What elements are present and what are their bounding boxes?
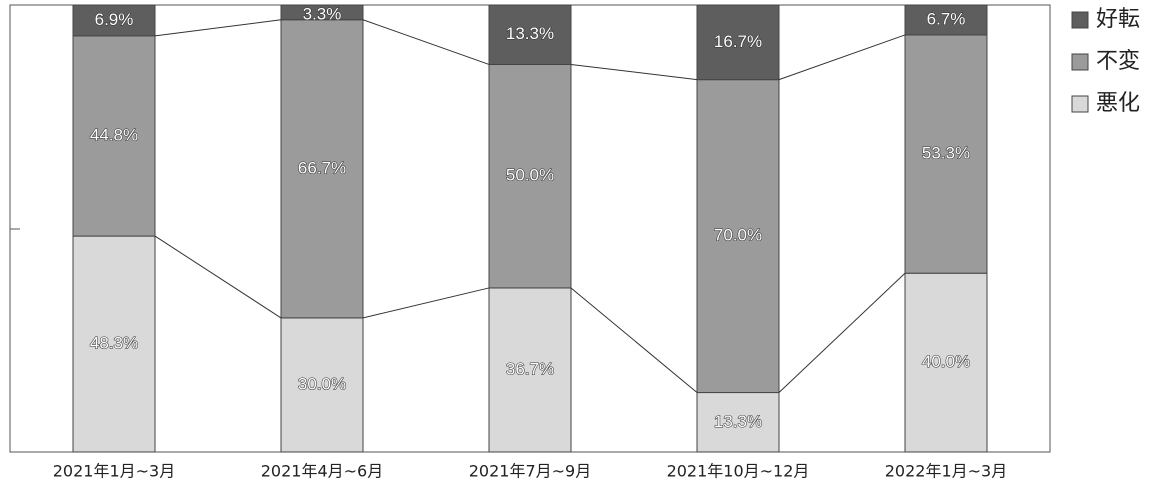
bar-segment (72, 235, 156, 453)
value-label: 44.8% (90, 125, 138, 144)
bar-segment (904, 34, 988, 274)
value-label: 13.3% (714, 412, 762, 431)
bar-segment (488, 4, 572, 65)
bar-segment (488, 63, 572, 289)
x-tick-label: 2021年7月~9月 (469, 462, 592, 481)
value-label: 16.7% (714, 32, 762, 51)
legend-swatch (1071, 11, 1089, 29)
bar-segment (488, 287, 572, 453)
value-label: 40.0% (922, 352, 970, 371)
connector-line (362, 19, 490, 65)
connector-line (570, 287, 698, 393)
legend-swatch (1071, 53, 1089, 71)
value-label: 53.3% (922, 144, 970, 163)
value-label: 13.3% (506, 24, 554, 43)
bar-segment (696, 392, 780, 453)
connector-line (154, 235, 282, 319)
x-tick-label: 2021年1月~3月 (53, 462, 176, 481)
bar-segment (280, 19, 364, 319)
value-label: 30.0% (298, 374, 346, 393)
value-label: 66.7% (298, 158, 346, 177)
value-label: 6.9% (95, 10, 134, 29)
bar-segment (72, 35, 156, 237)
connector-line (154, 19, 282, 37)
bar-segment (696, 4, 780, 81)
value-label: 70.0% (714, 226, 762, 245)
value-label: 6.7% (927, 9, 966, 28)
value-label: 36.7% (506, 359, 554, 378)
bar-segment (280, 317, 364, 453)
bar-segment (72, 4, 156, 37)
connector-line (570, 63, 698, 81)
value-label: 50.0% (506, 166, 554, 185)
value-label: 3.3% (303, 4, 342, 23)
x-tick-label: 2021年4月~6月 (261, 462, 384, 481)
bar-segment (280, 4, 364, 21)
bar-segment (904, 4, 988, 36)
x-tick-label: 2022年1月~3月 (885, 462, 1008, 481)
bar-segment (696, 79, 780, 394)
connector-line (362, 287, 490, 319)
legend-label: 好転 (1096, 7, 1140, 32)
value-label: 48.3% (90, 334, 138, 353)
x-tick-label: 2021年10月~12月 (667, 462, 810, 481)
bar-segment (904, 272, 988, 453)
legend-label: 不変 (1096, 49, 1140, 74)
legend-swatch (1071, 95, 1089, 113)
connector-line (778, 34, 906, 81)
legend-label: 悪化 (1096, 91, 1140, 116)
connector-line (778, 272, 906, 393)
